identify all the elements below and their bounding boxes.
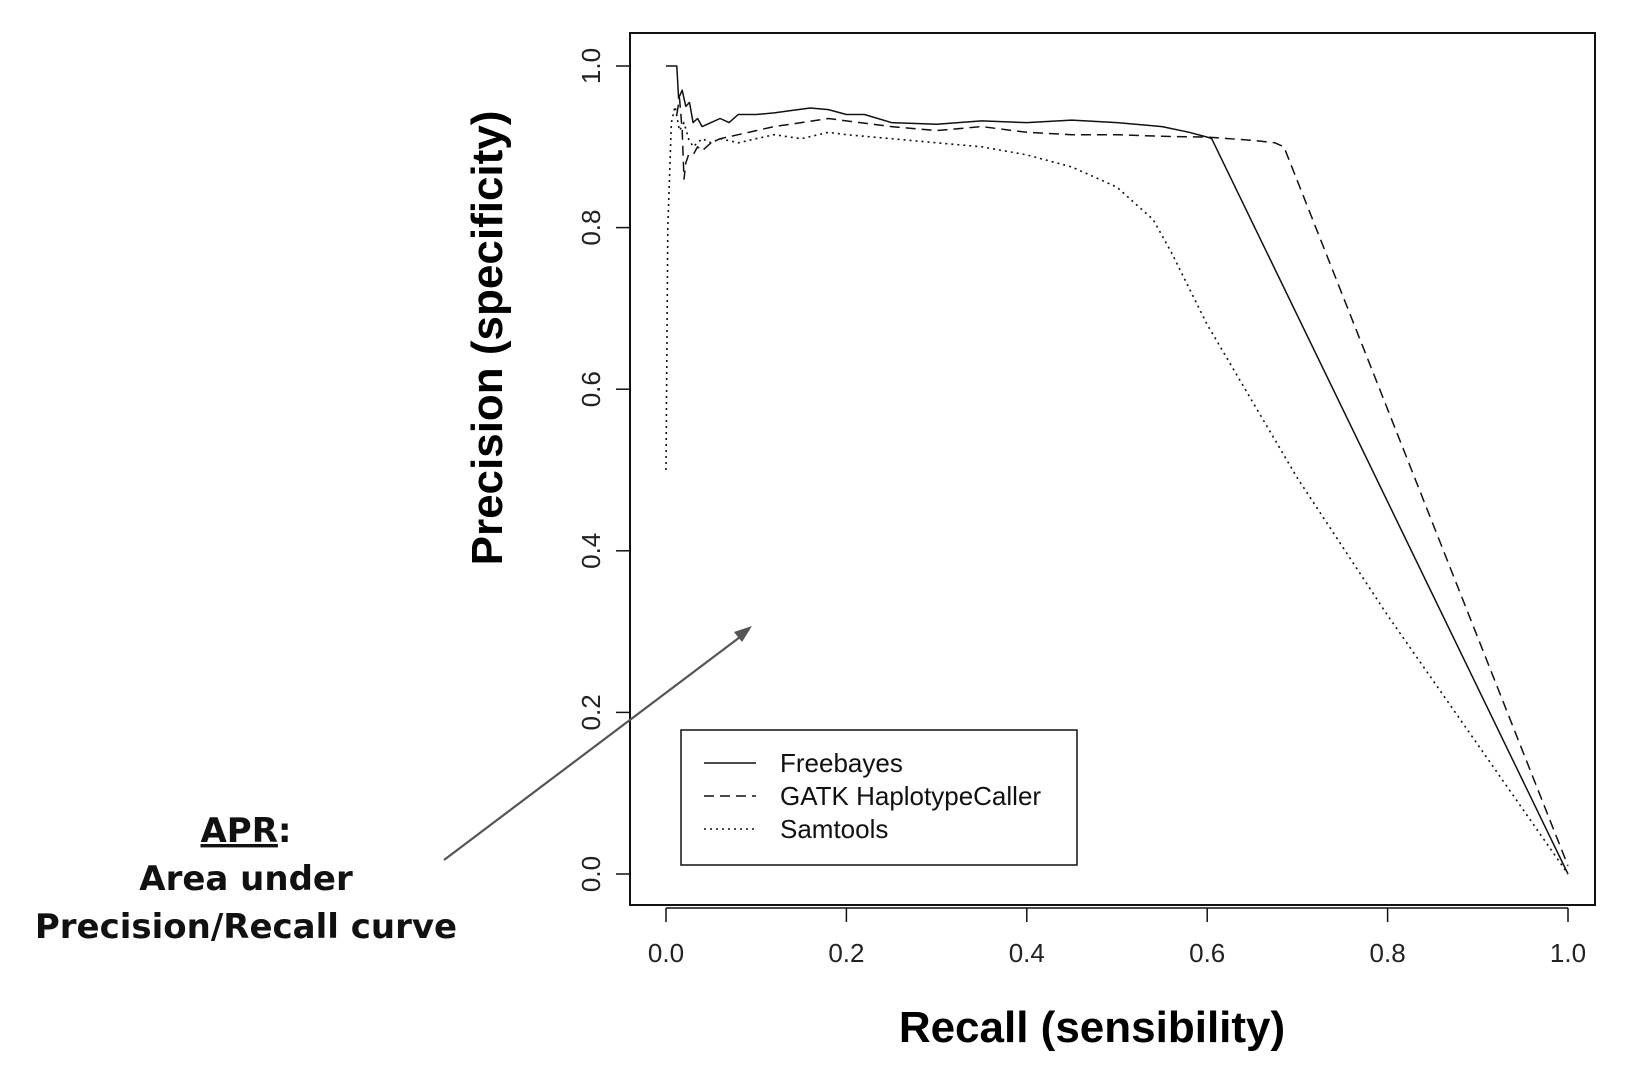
annotation-term: APR: (200, 811, 291, 851)
legend-label: Freebayes (780, 748, 903, 778)
annotation-arrow-line (443, 630, 749, 861)
legend-box (680, 729, 1078, 866)
annotation-line-1: Area under (139, 859, 353, 899)
x-tick-label: 0.6 (1189, 938, 1225, 968)
x-axis: 0.0 0.2 0.4 0.6 0.8 1.0 (648, 907, 1586, 968)
annotation-term-word: APR (200, 811, 277, 851)
x-tick-label: 0.0 (648, 938, 684, 968)
annotation-arrowhead-icon (734, 626, 752, 642)
legend-label: GATK HaplotypeCaller (780, 781, 1041, 811)
y-axis: 0.0 0.2 0.4 0.6 0.8 1.0 (576, 48, 631, 892)
x-axis-title: Recall (sensibility) (899, 1003, 1285, 1052)
annotation-term-colon: : (278, 811, 292, 851)
y-tick-label: 0.6 (576, 371, 606, 407)
x-tick-label: 0.4 (1009, 938, 1045, 968)
y-tick-label: 1.0 (576, 48, 606, 84)
x-tick-label: 0.2 (828, 938, 864, 968)
y-tick-label: 0.2 (576, 694, 606, 730)
x-tick-label: 1.0 (1550, 938, 1586, 968)
series-line-freebayes (666, 65, 1569, 875)
x-tick-label: 0.8 (1370, 938, 1406, 968)
series-layer (665, 65, 1569, 875)
y-tick-label: 0.8 (576, 210, 606, 246)
y-tick-label: 0.0 (576, 856, 606, 892)
annotation-line-2: Precision/Recall curve (35, 907, 457, 947)
y-tick-label: 0.4 (576, 533, 606, 569)
y-axis-title: Precision (specificity) (463, 111, 512, 566)
series-line-gatk-haplotypecaller (676, 97, 1569, 867)
legend-label: Samtools (780, 814, 888, 844)
